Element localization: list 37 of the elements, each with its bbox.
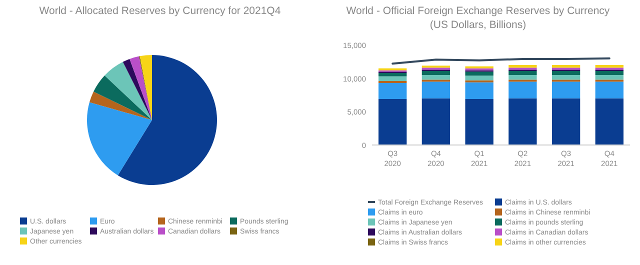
bar — [508, 65, 537, 68]
bar — [378, 99, 407, 145]
bar — [422, 82, 450, 98]
bar — [422, 75, 450, 80]
bar — [465, 76, 494, 80]
bar — [422, 71, 450, 75]
bar — [465, 82, 494, 99]
bar — [595, 98, 624, 145]
bar — [378, 76, 407, 81]
chart-title: World - Official Foreign Exchange Reserves by Currency — [346, 5, 610, 17]
bar — [552, 65, 580, 68]
bar — [552, 98, 580, 145]
bar — [595, 82, 624, 98]
chart-title: World - Allocated Reserves by Currency for 2021Q4 — [39, 5, 281, 17]
bar — [595, 71, 624, 75]
bar — [552, 71, 580, 75]
pie-slice — [104, 62, 152, 120]
pie-slice — [87, 102, 152, 176]
pie-slice — [89, 92, 152, 120]
pie-slice — [118, 55, 217, 185]
pie-slice — [122, 58, 152, 120]
bar — [378, 83, 407, 99]
bar — [508, 82, 537, 98]
bar — [508, 98, 537, 145]
bar — [465, 99, 494, 145]
bar — [378, 73, 407, 76]
pie-slice — [130, 56, 152, 120]
bar — [508, 75, 537, 80]
pie-slice — [94, 76, 152, 120]
bar — [422, 98, 450, 145]
bar — [595, 65, 624, 68]
bar — [595, 75, 624, 80]
bar — [465, 72, 494, 76]
chart-subtitle: (US Dollars, Billions) — [430, 19, 526, 31]
bar — [508, 71, 537, 75]
bar — [552, 75, 580, 80]
bar — [552, 82, 580, 98]
